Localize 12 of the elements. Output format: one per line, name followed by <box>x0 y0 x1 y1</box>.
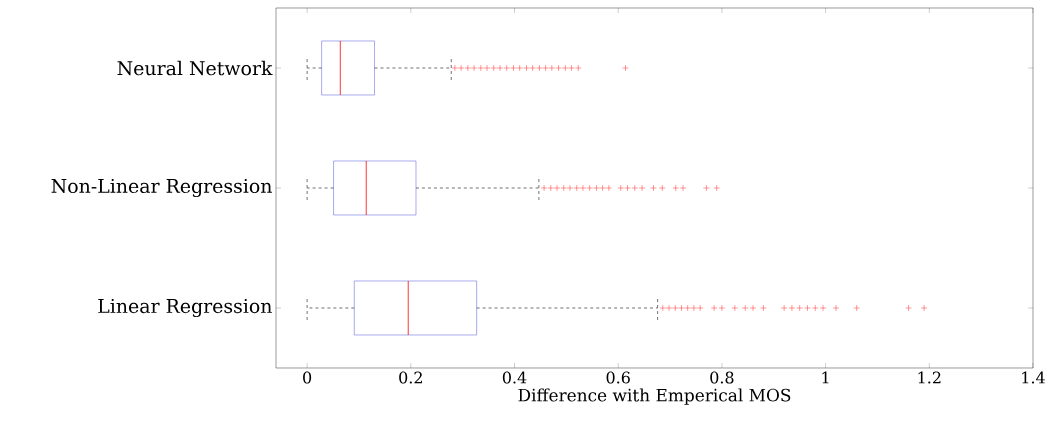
x-tick-label: 0.4 <box>502 371 527 384</box>
y-tick-label: Non-Linear Regression <box>51 178 272 198</box>
x-tick-label: 1 <box>822 371 829 384</box>
x-tick-label: 1.4 <box>1022 371 1045 384</box>
x-axis-title: Difference with Emperical MOS <box>518 388 791 405</box>
x-tick-label: 0.8 <box>710 371 734 384</box>
x-tick-label: 0 <box>303 371 312 384</box>
y-tick-label: Linear Regression <box>98 298 272 318</box>
x-tick-label: 0.2 <box>399 371 422 384</box>
y-tick-label: Neural Network <box>117 60 273 76</box>
x-tick-label: 1.2 <box>918 371 941 384</box>
x-tick-label: 0.6 <box>606 371 630 384</box>
